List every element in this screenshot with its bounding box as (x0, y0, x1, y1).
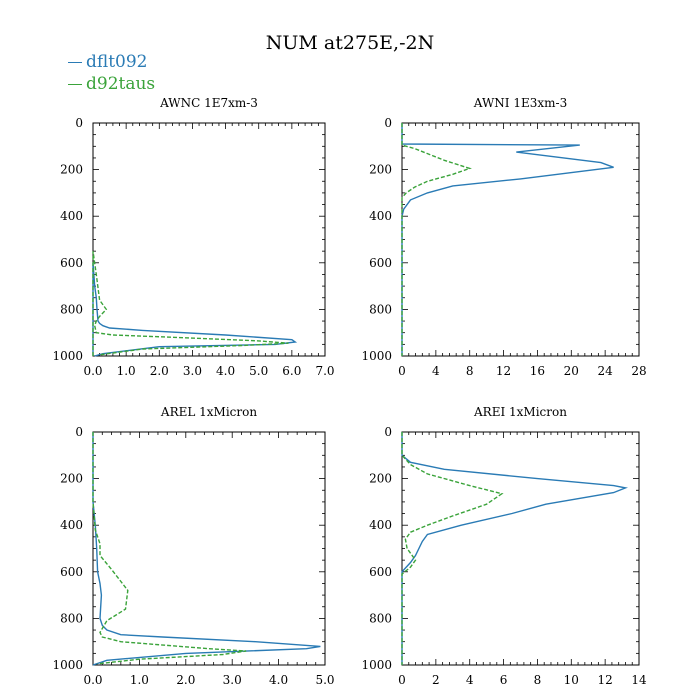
y-tick-label: 0 (384, 425, 392, 439)
x-tick-label: 20 (564, 364, 579, 378)
x-tick-label: 0.0 (83, 673, 102, 687)
y-tick-label: 0 (75, 116, 83, 130)
x-tick-label: 4.0 (269, 673, 288, 687)
y-tick-label: 200 (60, 472, 83, 486)
legend-swatch-dflt092 (68, 62, 82, 63)
series-line-dflt092 (401, 123, 614, 356)
panel-title: AWNI 1E3xm-3 (473, 96, 567, 110)
legend-swatch-d92taus (68, 84, 82, 85)
x-tick-label: 14 (631, 673, 647, 687)
x-tick-label: 6 (500, 673, 508, 687)
y-tick-label: 200 (369, 472, 392, 486)
panel-title: AREI 1xMicron (473, 405, 567, 419)
series-line-dflt092 (401, 432, 628, 665)
y-tick-label: 600 (369, 565, 392, 579)
x-tick-label: 1.0 (130, 673, 149, 687)
series-line-d92taus (401, 432, 504, 665)
legend-label-d92taus: d92taus (86, 74, 156, 94)
panel-title: AWNC 1E7xm-3 (159, 96, 258, 110)
x-tick-label: 24 (598, 364, 614, 378)
x-tick-label: 3.0 (183, 364, 202, 378)
y-tick-label: 200 (369, 163, 392, 177)
plot-frame (92, 122, 326, 357)
x-tick-label: 10 (564, 673, 579, 687)
y-tick-label: 400 (60, 518, 83, 532)
x-tick-label: 3.0 (223, 673, 242, 687)
series-line-d92taus (92, 432, 247, 665)
legend-label-dflt092: dflt092 (86, 52, 148, 72)
y-tick-label: 800 (369, 302, 392, 316)
y-tick-label: 1000 (52, 658, 83, 672)
series-line-d92taus (401, 123, 472, 356)
panel-2: AREL 1xMicron 0.0 1.0 2.0 3.0 4.0 5.0 0 200 400 60… (52, 405, 334, 687)
x-tick-label: 2.0 (176, 673, 195, 687)
x-tick-label: 2.0 (150, 364, 169, 378)
x-tick-label: 4 (432, 364, 440, 378)
y-tick-label: 1000 (52, 349, 83, 363)
y-tick-label: 600 (60, 565, 83, 579)
panel-title: AREL 1xMicron (160, 405, 257, 419)
series-line-dflt092 (92, 432, 321, 666)
x-tick-label: 2 (432, 673, 440, 687)
x-tick-label: 4.0 (216, 364, 235, 378)
series-line-dflt092 (92, 262, 298, 357)
x-tick-label: 12 (598, 673, 613, 687)
series-line-d92taus (92, 251, 289, 356)
x-tick-label: 0 (398, 673, 406, 687)
y-tick-label: 400 (369, 518, 392, 532)
y-tick-label: 600 (369, 256, 392, 270)
y-tick-label: 800 (369, 611, 392, 625)
x-tick-label: 4 (466, 673, 474, 687)
x-tick-label: 28 (631, 364, 646, 378)
x-tick-label: 16 (530, 364, 545, 378)
legend-item-d92taus: d92taus (68, 74, 155, 94)
plot-frame (401, 122, 640, 357)
x-tick-label: 7.0 (315, 364, 334, 378)
x-tick-label: 5.0 (249, 364, 268, 378)
y-tick-label: 800 (60, 302, 83, 316)
x-tick-label: 8 (534, 673, 542, 687)
y-tick-label: 200 (60, 163, 83, 177)
x-tick-label: 8 (466, 364, 474, 378)
y-tick-label: 0 (75, 425, 83, 439)
figure-title: NUM at275E,-2N (265, 32, 435, 54)
legend-item-dflt092: dflt092 (68, 52, 148, 72)
y-tick-label: 600 (60, 256, 83, 270)
plot-frame (401, 431, 640, 666)
x-tick-label: 5.0 (315, 673, 334, 687)
plot-frame (92, 431, 326, 666)
x-tick-label: 12 (496, 364, 511, 378)
y-tick-label: 1000 (361, 349, 392, 363)
y-tick-label: 0 (384, 116, 392, 130)
y-tick-label: 400 (369, 209, 392, 223)
panel-0: AWNC 1E7xm-3 0.0 1.0 2.0 3.0 4.0 5.0 6.0 7.0 0 200… (52, 96, 334, 378)
x-tick-label: 6.0 (282, 364, 301, 378)
y-tick-label: 800 (60, 611, 83, 625)
y-tick-label: 1000 (361, 658, 392, 672)
x-tick-label: 0.0 (83, 364, 102, 378)
x-tick-label: 1.0 (117, 364, 136, 378)
x-tick-label: 0 (398, 364, 406, 378)
panel-1: AWNI 1E3xm-3 0 4 8 12 16 20 24 28 0 200 400 600 800 10… (361, 96, 646, 378)
y-tick-label: 400 (60, 209, 83, 223)
panel-3: AREI 1xMicron 0 2 4 6 8 10 12 14 0 200 400 600 800 100… (361, 405, 647, 687)
